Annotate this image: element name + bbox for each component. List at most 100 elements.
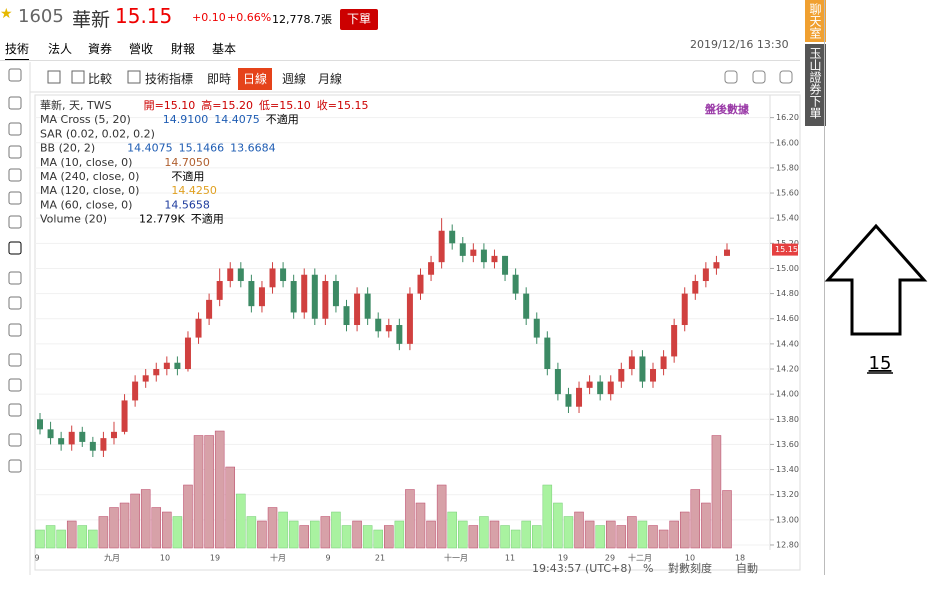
tab[interactable]: 基本 bbox=[212, 42, 237, 56]
toolbar-icon bbox=[779, 70, 793, 84]
tool-icon[interactable] bbox=[8, 296, 22, 310]
legend-value: 不適用 bbox=[191, 212, 224, 226]
x-tick-label: 19 bbox=[558, 554, 568, 563]
tab[interactable]: 資券 bbox=[88, 42, 113, 56]
candle-body bbox=[354, 293, 361, 326]
candle-body bbox=[58, 438, 65, 445]
volume-bar bbox=[605, 520, 616, 549]
legend-label: BB (20, 2) bbox=[40, 142, 95, 155]
volume-bar bbox=[278, 511, 288, 549]
legend-value: 低=15.10 bbox=[259, 99, 311, 112]
volume-bar bbox=[722, 490, 732, 549]
volume-bar bbox=[77, 525, 88, 549]
annotation-label: 15 bbox=[869, 353, 892, 374]
tool-icon[interactable] bbox=[8, 403, 22, 417]
order-button[interactable]: 下單 bbox=[340, 9, 378, 30]
tab[interactable]: 技術 bbox=[5, 40, 30, 61]
candle-body bbox=[639, 356, 646, 382]
toolbar-button[interactable]: 技術指標 bbox=[145, 72, 194, 86]
annotation-arrow bbox=[824, 223, 928, 336]
x-tick-label: 十二月 bbox=[628, 553, 652, 563]
candle-body bbox=[480, 249, 487, 263]
volume-bar bbox=[648, 525, 658, 549]
volume-bar bbox=[341, 525, 352, 549]
y-tick-label: 14.80 bbox=[776, 289, 799, 298]
tool-icon[interactable] bbox=[8, 271, 22, 285]
volume-bar bbox=[66, 520, 77, 549]
candle-body bbox=[142, 375, 149, 382]
toolbar-button[interactable]: 比較 bbox=[88, 72, 113, 86]
candle-body bbox=[280, 268, 287, 282]
candle-body bbox=[417, 274, 424, 294]
status-auto[interactable]: 自動 bbox=[736, 561, 758, 575]
volume-bar bbox=[130, 493, 140, 549]
x-tick-label: 十月 bbox=[270, 553, 286, 563]
tool-icon[interactable] bbox=[8, 191, 22, 205]
volume-bar bbox=[584, 520, 595, 549]
tool-icon[interactable] bbox=[8, 241, 22, 255]
toolbar-button[interactable]: 即時 bbox=[207, 72, 232, 86]
volume-bar bbox=[510, 529, 521, 549]
y-tick-label: 12.80 bbox=[776, 540, 799, 549]
tool-icon[interactable] bbox=[8, 459, 22, 473]
status-tz[interactable]: (UTC+8) bbox=[585, 562, 632, 575]
legend-value: 14.4250 bbox=[171, 184, 217, 197]
tool-icon[interactable] bbox=[8, 122, 22, 136]
candle-body bbox=[597, 381, 604, 395]
candle-body bbox=[449, 230, 456, 244]
x-tick-label: 九月 bbox=[104, 554, 120, 563]
star[interactable]: ★ bbox=[0, 6, 13, 22]
tool-icon[interactable] bbox=[8, 168, 22, 182]
y-tick-label: 14.20 bbox=[776, 365, 799, 374]
volume-bar bbox=[109, 507, 119, 549]
toolbar-button[interactable]: 週線 bbox=[282, 72, 307, 86]
tool-icon[interactable] bbox=[8, 96, 22, 110]
candle-body bbox=[332, 281, 339, 307]
candle-body bbox=[628, 356, 635, 370]
tool-icon[interactable] bbox=[8, 378, 22, 392]
tool-icon[interactable] bbox=[8, 68, 22, 82]
volume-bar bbox=[151, 507, 162, 549]
toolbar-icon bbox=[724, 70, 738, 84]
candle-body bbox=[512, 274, 519, 294]
tab[interactable]: 財報 bbox=[171, 42, 196, 56]
candle-body bbox=[544, 337, 551, 370]
tool-icon[interactable] bbox=[8, 215, 22, 229]
volume-bar bbox=[362, 525, 373, 549]
x-tick-label: 18 bbox=[735, 554, 745, 563]
volume-bar bbox=[627, 516, 637, 549]
broker-tab[interactable]: 玉山證券下單 bbox=[805, 44, 826, 126]
toolbar-button[interactable]: 日線 bbox=[238, 68, 273, 90]
volume-bar bbox=[257, 520, 267, 549]
chat-tab[interactable]: 聊天室 bbox=[805, 0, 826, 42]
tool-icon[interactable] bbox=[8, 323, 22, 337]
legend-label: MA (10, close, 0) bbox=[40, 156, 132, 169]
y-tick-label: 14.00 bbox=[776, 390, 799, 399]
volume-bar bbox=[299, 525, 309, 549]
volume-bar bbox=[679, 511, 690, 549]
tool-icon[interactable] bbox=[8, 145, 22, 159]
status-log[interactable]: 對數刻度 bbox=[668, 561, 712, 575]
candle-body bbox=[79, 431, 86, 442]
legend-value: 14.5658 bbox=[164, 198, 210, 211]
tool-icon[interactable] bbox=[8, 433, 22, 447]
x-tick-label: 29 bbox=[605, 554, 615, 563]
volume-bar bbox=[479, 516, 489, 549]
x-tick-label: 21 bbox=[375, 554, 385, 563]
candle-body bbox=[565, 394, 572, 407]
tab[interactable]: 營收 bbox=[129, 42, 154, 56]
toolbar-icon bbox=[752, 70, 766, 84]
tool-icon[interactable] bbox=[8, 353, 22, 367]
toolbar-icon bbox=[127, 70, 141, 84]
candle-body bbox=[671, 325, 678, 357]
candle-body bbox=[37, 419, 43, 430]
last-price-label: 15.15 bbox=[775, 245, 798, 254]
after-hours: 盤後數據 bbox=[704, 102, 750, 116]
tab[interactable]: 法人 bbox=[48, 42, 73, 56]
candle-body bbox=[110, 431, 117, 439]
candle-body bbox=[692, 281, 699, 294]
toolbar-button[interactable]: 月線 bbox=[318, 72, 343, 86]
candle-body bbox=[237, 268, 244, 282]
status-percent[interactable]: % bbox=[643, 562, 653, 575]
candle-body bbox=[491, 255, 498, 263]
